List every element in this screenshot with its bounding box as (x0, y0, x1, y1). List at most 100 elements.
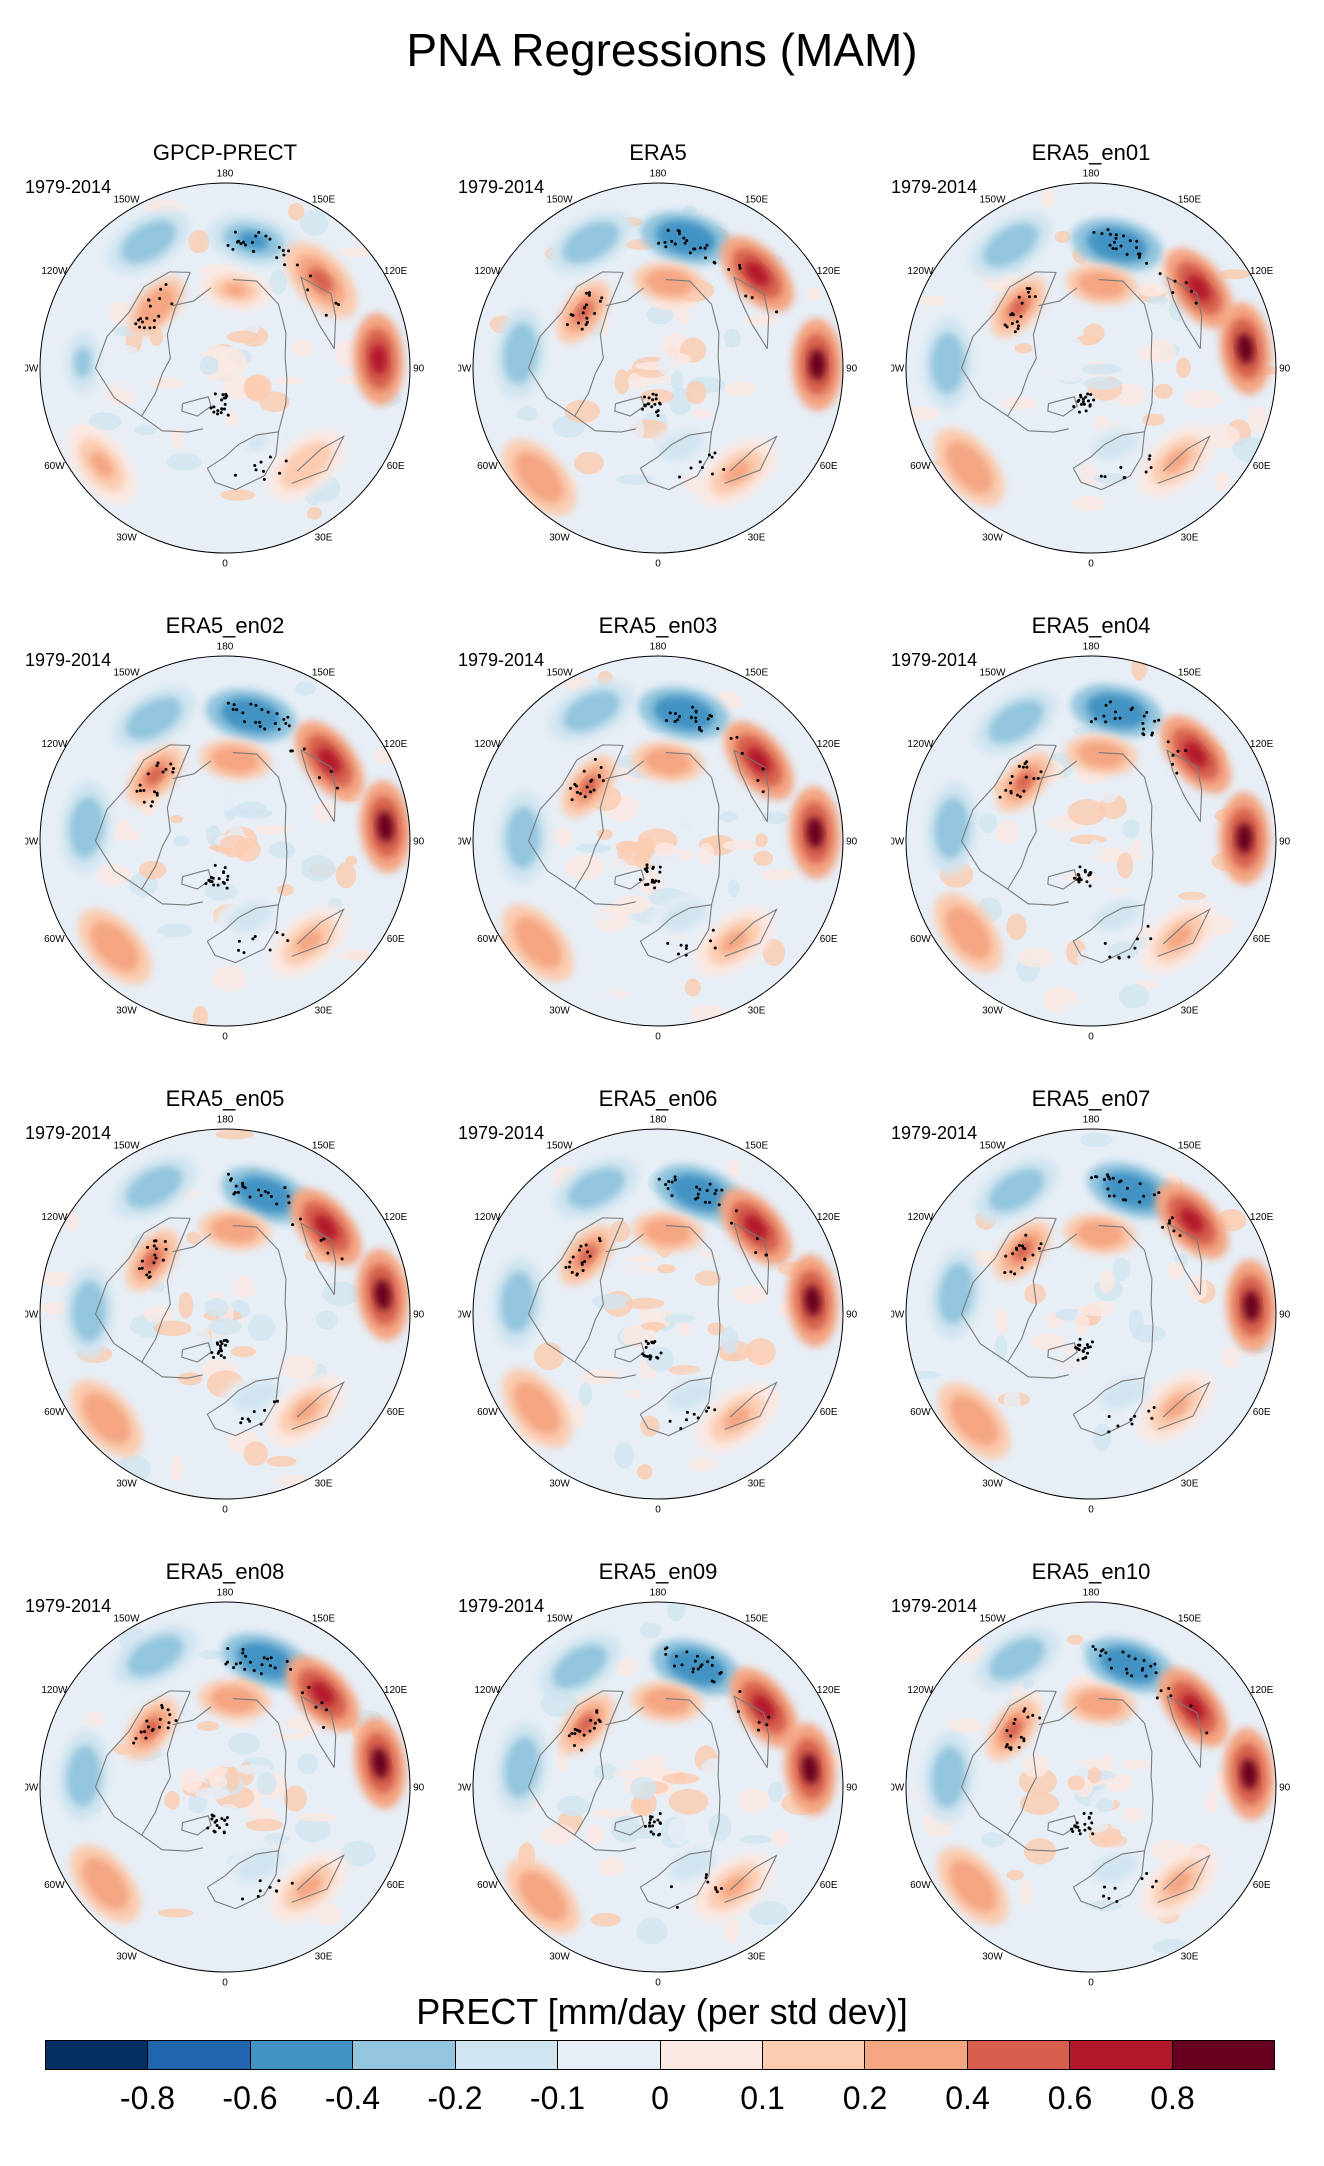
significance-dot (577, 321, 581, 325)
longitude-label: 150E (1178, 668, 1202, 679)
significance-dot (1003, 1270, 1007, 1274)
significance-dot (134, 1737, 138, 1741)
significance-dot (567, 1734, 571, 1738)
anomaly-speckle (560, 1336, 590, 1363)
significance-dot (767, 1715, 771, 1719)
anomaly-speckle (640, 1897, 664, 1910)
significance-dot (219, 1348, 223, 1352)
anomaly-speckle (675, 1254, 698, 1267)
anomaly-north-pacific-negative (1101, 236, 1133, 254)
longitude-label: 150E (745, 195, 769, 206)
significance-dot (1018, 795, 1022, 799)
significance-dot (714, 1188, 718, 1192)
significance-dot (646, 1342, 650, 1346)
anomaly-speckle (188, 229, 210, 254)
significance-dot (597, 1236, 601, 1240)
significance-dot (258, 1879, 262, 1883)
longitude-label: 30W (116, 1951, 137, 1962)
significance-dot (319, 1238, 323, 1242)
anomaly-gulf-negative (514, 822, 532, 853)
significance-dot (1017, 764, 1021, 768)
anomaly-speckle (164, 1790, 180, 1811)
significance-dot (284, 459, 288, 463)
longitude-label: 0 (222, 1505, 228, 1516)
significance-dot (252, 1669, 256, 1673)
significance-dot (232, 1192, 236, 1196)
anomaly-speckle (1080, 1132, 1113, 1147)
significance-dot (764, 1253, 768, 1257)
significance-dot (226, 413, 230, 417)
significance-dot (335, 786, 339, 790)
significance-dot (1112, 1194, 1116, 1198)
coastline (1072, 1850, 1146, 1910)
polar-map: 180 150E 120E 90E 60E 30E 0 30W 60W 90W 120W 150W (458, 1115, 858, 1516)
anomaly-speckle (996, 1307, 1009, 1335)
anomaly-speckle (153, 1320, 192, 1337)
polar-map: 180 150E 120E 90E 60E 30E 0 30W 60W 90W 120W 150W (891, 169, 1291, 570)
anomaly-bering-positive (655, 1225, 680, 1239)
longitude-label: 150E (312, 668, 336, 679)
significance-dot (592, 788, 596, 792)
anomaly-speckle (220, 489, 256, 501)
coastline (141, 1361, 203, 1379)
significance-dot (1036, 776, 1040, 780)
map-boundary (472, 1128, 844, 1500)
anomaly-speckle (768, 1781, 784, 1803)
anomaly-speckle (1044, 788, 1073, 812)
significance-dot (243, 1667, 247, 1671)
longitude-label: 30E (1181, 1951, 1199, 1962)
significance-dot (775, 310, 779, 314)
significance-dot (698, 460, 702, 464)
anomaly-atlantic-subtropical-positive (90, 451, 114, 478)
significance-dot (676, 229, 680, 233)
coastline (1157, 1854, 1211, 1903)
anomaly-gulf-negative (80, 1296, 98, 1327)
significance-dot (1115, 1900, 1119, 1904)
significance-dot (222, 870, 226, 874)
coastline (1047, 1342, 1078, 1363)
significance-dot (654, 393, 658, 397)
significance-dot (1016, 327, 1020, 331)
anomaly-speckle (682, 474, 702, 493)
longitude-label: 30E (1181, 1478, 1199, 1489)
significance-dot (258, 1889, 262, 1893)
significance-dot (1148, 454, 1152, 458)
longitude-label: 150W (113, 1141, 140, 1152)
significance-dot (273, 1666, 277, 1670)
significance-dot (1142, 714, 1146, 718)
anomaly-speckle (590, 1913, 622, 1927)
chart-title: PNA Regressions (MAM) (406, 24, 918, 76)
significance-dot (666, 228, 670, 232)
significance-dot (147, 1270, 151, 1274)
significance-dot (685, 944, 689, 948)
significance-dot (740, 751, 744, 755)
significance-dot (684, 946, 688, 950)
significance-dot (1128, 239, 1132, 243)
anomaly-pacific-subtropical-negative (1002, 710, 1030, 733)
anomaly-speckle (641, 1321, 666, 1331)
significance-dot (1009, 781, 1013, 785)
significance-dot (152, 1239, 156, 1243)
anomaly-speckle (1111, 886, 1127, 895)
significance-dot (1170, 1216, 1174, 1220)
longitude-label: 30W (549, 1005, 570, 1016)
anomaly-speckle (652, 516, 675, 530)
significance-dot (275, 931, 279, 935)
significance-dot (284, 721, 288, 725)
anomaly-speckle (88, 412, 122, 431)
significance-dot (600, 296, 604, 300)
anomaly-speckle (256, 1772, 277, 1796)
anomaly-north-pacific-negative (251, 1651, 282, 1671)
panel-period: 1979-2014 (891, 650, 978, 670)
significance-dot (1149, 937, 1153, 941)
anomaly-speckle (339, 949, 378, 961)
anomaly-speckle (1050, 336, 1084, 360)
anomaly-speckle (300, 209, 329, 237)
anomaly-speckle (177, 1372, 203, 1386)
significance-dot (287, 724, 291, 728)
anomaly-speckle (707, 1322, 724, 1336)
significance-dot (263, 727, 267, 731)
significance-dot (138, 325, 142, 329)
significance-dot (1009, 789, 1013, 793)
anomaly-north-america-positive (141, 1718, 160, 1740)
